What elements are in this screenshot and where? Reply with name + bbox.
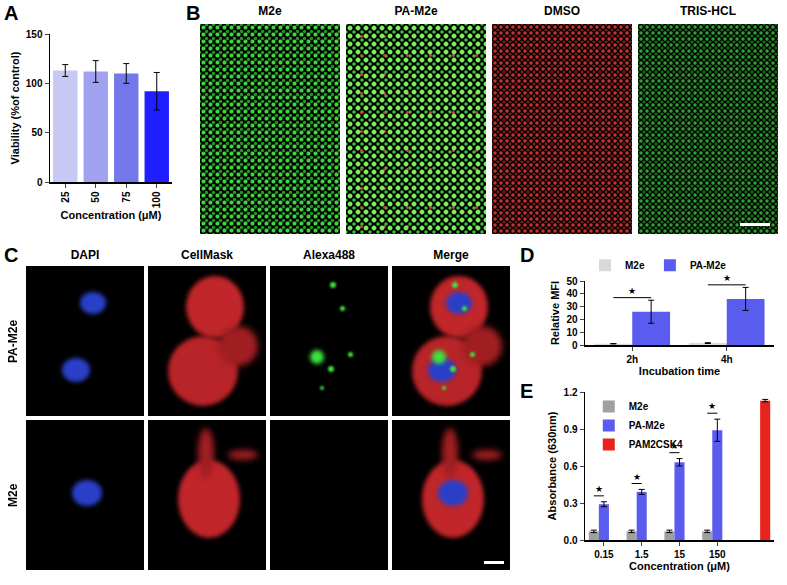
svg-text:15: 15 [674,549,686,560]
svg-text:50: 50 [90,191,101,203]
html-text:Merge: Merge [433,248,469,262]
html-text:B: B [186,2,201,24]
svg-text:Viability (%of control): Viability (%of control) [9,51,21,164]
svg-text:★: ★ [595,484,603,494]
svg-text:★: ★ [628,286,636,296]
svg-text:★: ★ [633,472,641,482]
svg-text:50: 50 [31,127,43,138]
svg-text:0.6: 0.6 [564,461,578,472]
svg-text:0: 0 [572,340,578,351]
svg-text:★: ★ [670,441,678,451]
html-text:DMSO: DMSO [544,4,580,18]
svg-text:0.15: 0.15 [594,549,614,560]
svg-text:150: 150 [709,549,726,560]
html-text:D: D [520,244,535,266]
html-text:TRIS-HCL: TRIS-HCL [680,4,736,18]
svg-text:100: 100 [151,191,162,208]
svg-text:0: 0 [37,177,43,188]
svg-text:20: 20 [566,314,578,325]
svg-text:4h: 4h [721,354,733,365]
svg-text:Concentration (μM): Concentration (μM) [61,209,162,221]
html-text:E: E [520,380,534,402]
svg-text:40: 40 [566,288,578,299]
svg-text:150: 150 [26,29,43,40]
svg-text:PA-M2e: PA-M2e [629,420,665,431]
svg-text:M2e: M2e [625,260,645,271]
html-text:DAPI: DAPI [70,248,100,262]
svg-text:★: ★ [723,273,731,283]
svg-text:PA-M2e: PA-M2e [690,260,726,271]
svg-text:75: 75 [121,191,132,203]
html-text:PA-M2e: PA-M2e [394,4,438,18]
svg-text:10: 10 [566,327,578,338]
svg-text:1.5: 1.5 [635,549,649,560]
html-text:C: C [4,244,19,266]
svg-text:1.2: 1.2 [564,387,578,398]
svg-text:0.3: 0.3 [564,498,578,509]
svg-text:0.9: 0.9 [564,424,578,435]
html-text:M2e: M2e [6,483,20,507]
svg-text:Absorbance (630nm): Absorbance (630nm) [546,411,558,520]
svg-text:100: 100 [26,78,43,89]
svg-text:Incubation time: Incubation time [639,365,720,377]
svg-text:Relative MFI: Relative MFI [549,281,561,345]
html-text:CellMask: CellMask [181,248,233,262]
html-text:Alexa488: Alexa488 [303,248,355,262]
svg-text:0.0: 0.0 [564,535,578,546]
html-text:A: A [4,2,19,24]
svg-text:★: ★ [708,401,716,411]
svg-text:Concentration (μM): Concentration (μM) [629,560,730,572]
svg-text:2h: 2h [626,354,638,365]
svg-text:30: 30 [566,301,578,312]
svg-text:25: 25 [60,191,71,203]
html-text:M2e: M2e [258,4,282,18]
svg-text:PAM2CSK4: PAM2CSK4 [629,439,683,450]
html-text:PA-M2e: PA-M2e [6,319,20,363]
svg-text:M2e: M2e [629,401,649,412]
svg-text:50: 50 [566,276,578,287]
